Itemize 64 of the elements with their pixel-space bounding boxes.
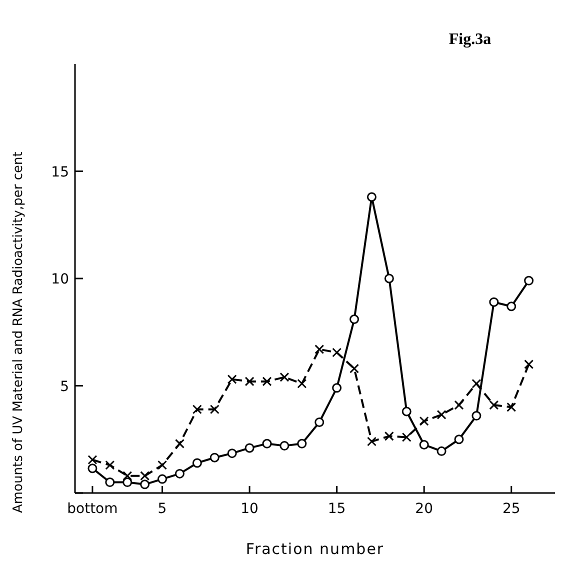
point xyxy=(122,478,132,488)
point xyxy=(297,378,307,388)
x-tick-label: bottom xyxy=(67,501,118,517)
point xyxy=(280,372,290,382)
point xyxy=(419,440,429,450)
point xyxy=(227,448,237,458)
point xyxy=(192,458,202,468)
point xyxy=(227,374,237,384)
point xyxy=(314,417,324,427)
point xyxy=(297,438,307,448)
y-axis-title: Amounts of UV Material and RNA Radioactivity,per cent xyxy=(11,152,26,513)
point xyxy=(402,432,412,442)
point xyxy=(489,400,499,410)
point xyxy=(454,434,464,444)
point xyxy=(472,411,482,421)
point xyxy=(140,480,150,490)
point xyxy=(350,364,360,374)
point xyxy=(244,376,254,386)
point xyxy=(332,383,342,393)
point xyxy=(105,478,115,488)
point xyxy=(280,441,290,451)
x-tick-label: 15 xyxy=(328,501,346,517)
point xyxy=(366,436,376,446)
point xyxy=(436,446,446,456)
point xyxy=(402,406,412,416)
x-tick-label: 10 xyxy=(240,501,258,517)
point xyxy=(88,455,98,465)
point xyxy=(158,474,168,484)
y-tick-label: 10 xyxy=(51,272,69,288)
chart-title: Fig.3a xyxy=(448,31,492,48)
point xyxy=(140,471,150,481)
x-tick-label: 20 xyxy=(415,501,434,517)
point xyxy=(210,452,220,462)
point xyxy=(506,302,516,312)
point xyxy=(314,344,324,354)
point xyxy=(384,274,394,284)
y-tick-label: 15 xyxy=(51,164,69,180)
point xyxy=(350,314,360,324)
x-tick-label: 25 xyxy=(502,501,520,517)
point xyxy=(332,348,342,358)
point xyxy=(366,192,376,202)
point xyxy=(524,276,534,286)
y-tick-label: 5 xyxy=(60,378,69,395)
point xyxy=(524,360,534,370)
point xyxy=(174,438,184,448)
point xyxy=(489,297,499,307)
point xyxy=(262,438,272,448)
point xyxy=(158,460,168,470)
point xyxy=(210,404,220,414)
point xyxy=(506,402,516,412)
point xyxy=(262,376,272,386)
point xyxy=(88,464,98,474)
point xyxy=(244,443,254,453)
x-tick-label: 5 xyxy=(158,501,167,517)
x-axis-title: Fraction number xyxy=(246,540,384,558)
point xyxy=(192,404,202,414)
point xyxy=(122,471,132,481)
point xyxy=(105,460,115,470)
point xyxy=(174,468,184,478)
point xyxy=(384,431,394,441)
point xyxy=(472,378,482,388)
point xyxy=(419,416,429,426)
point xyxy=(436,410,446,420)
point xyxy=(454,400,464,410)
